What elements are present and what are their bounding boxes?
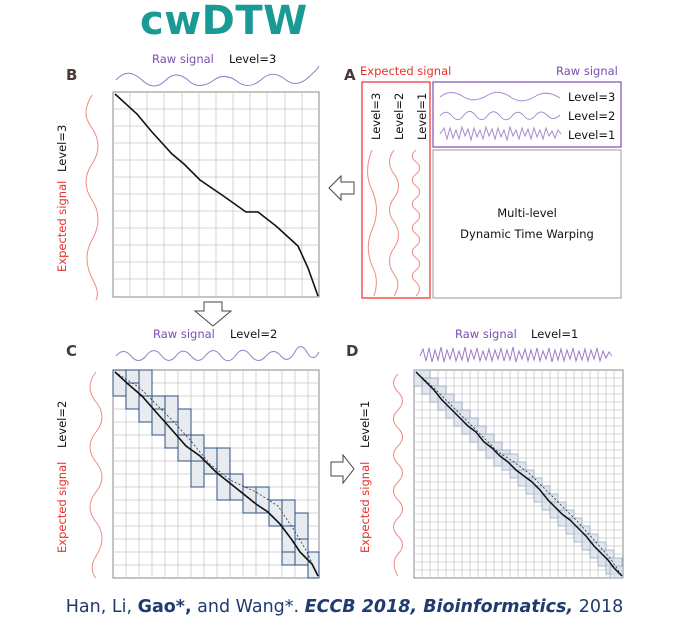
raw-wave-level-2-a	[439, 110, 561, 121]
citation: Han, Li, Gao*, and Wang*. ECCB 2018, Bio…	[0, 597, 689, 617]
expected-signal-wave-d	[393, 373, 403, 577]
raw-signal-wave-d	[419, 346, 613, 363]
mldtw-line-2: Dynamic Time Warping	[460, 227, 594, 241]
side-level-label-d: Level=1	[358, 401, 372, 448]
citation-authors: Han, Li,	[65, 597, 138, 617]
side-level-label-c: Level=2	[55, 401, 69, 448]
expected-wave-level-2-a	[389, 149, 399, 297]
level-label-d: Level=1	[531, 327, 578, 341]
panel-d: D Raw signal Level=1 Expected signal Lev…	[346, 327, 624, 579]
arrow-right-icon	[330, 453, 355, 485]
mldtw-line-1: Multi-level	[497, 206, 557, 220]
expected-signal-wave-c	[89, 371, 103, 579]
citation-separator: ,	[410, 597, 424, 617]
raw-signal-label-a: Raw signal	[556, 64, 618, 78]
level-2-label-a: Level=2	[568, 109, 615, 123]
grid-b	[113, 92, 319, 297]
raw-signal-label-c: Raw signal	[153, 327, 215, 341]
raw-signal-wave-b	[115, 65, 320, 87]
level-1-label-a: Level=1	[568, 128, 615, 142]
expected-signal-wave-b	[85, 94, 99, 301]
warping-path-d	[415, 371, 623, 577]
raw-wave-level-1-a	[439, 125, 562, 142]
panel-a: A Expected signal Raw signal Level=3 Lev…	[344, 64, 622, 299]
side-level-label-b: Level=3	[55, 125, 69, 172]
mldtw-box	[432, 149, 622, 299]
raw-signal-wave-c	[115, 346, 320, 362]
raw-wave-level-3-a	[439, 91, 561, 102]
level-2-label-a-vertical: Level=2	[392, 93, 406, 140]
panel-letter-d: D	[346, 342, 358, 360]
coarse-path-d	[415, 371, 623, 577]
expected-signal-label-d: Expected signal	[358, 462, 372, 553]
expected-signal-label-a: Expected signal	[360, 64, 451, 78]
level-3-label-a: Level=3	[568, 90, 615, 104]
panel-b: B Raw signal Level=3 Expected signal Lev…	[55, 52, 320, 301]
warping-path-b	[114, 93, 319, 297]
citation-venue-bioinformatics: Bioinformatics,	[423, 597, 574, 617]
arrow-down-icon	[193, 301, 233, 327]
panel-letter-b: B	[66, 66, 77, 84]
arrow-left-icon	[328, 174, 355, 202]
citation-corresponding-author: Gao*,	[137, 597, 192, 617]
level-3-label-a-vertical: Level=3	[369, 93, 383, 140]
warping-path-c	[114, 371, 319, 577]
expected-signal-label-c: Expected signal	[55, 462, 69, 553]
raw-signal-label-b: Raw signal	[152, 52, 214, 66]
coarse-path-c	[114, 371, 319, 577]
expected-signal-label-b: Expected signal	[55, 181, 69, 272]
level-label-c: Level=2	[230, 327, 277, 341]
panel-letter-c: C	[66, 342, 77, 360]
raw-signal-label-d: Raw signal	[455, 327, 517, 341]
citation-year: 2018	[573, 597, 624, 617]
citation-authors-tail: and Wang*.	[191, 597, 305, 617]
raw-signal-box	[432, 81, 622, 148]
expected-wave-level-1-a	[411, 149, 421, 297]
expected-wave-level-3-a	[367, 149, 377, 297]
level-1-label-a-vertical: Level=1	[415, 93, 429, 140]
level-label-b: Level=3	[229, 52, 276, 66]
expected-signal-box	[361, 81, 431, 299]
search-band-c	[112, 369, 320, 579]
citation-venue-eccb: ECCB 2018	[304, 597, 411, 617]
page-title: cwDTW	[140, 0, 308, 44]
panel-c: C Raw signal Level=2 Expected signal Lev…	[55, 327, 320, 579]
panel-letter-a: A	[344, 66, 356, 84]
